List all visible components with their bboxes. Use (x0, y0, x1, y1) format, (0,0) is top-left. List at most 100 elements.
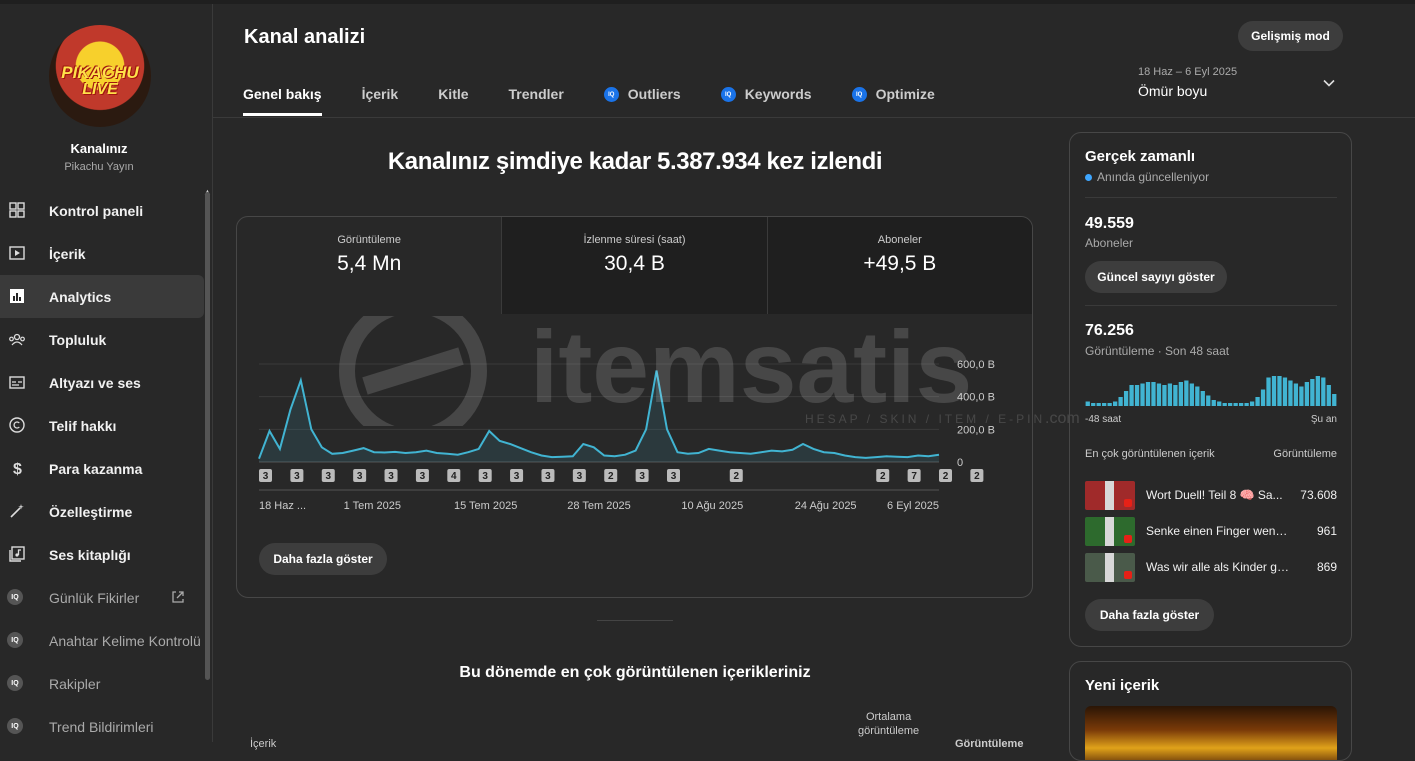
chevron-down-icon[interactable] (1322, 76, 1336, 90)
realtime-bar[interactable] (1238, 403, 1244, 406)
sidebar-item-analytics[interactable]: Analytics (0, 275, 204, 318)
upload-marker[interactable]: 2 (876, 469, 890, 482)
date-range[interactable]: 18 Haz – 6 Eyl 2025 (1138, 66, 1238, 78)
upload-marker[interactable]: 3 (478, 469, 492, 482)
top-content-row[interactable]: Was wir alle als Kinder ge... 869 (1085, 553, 1337, 583)
realtime-bar[interactable] (1332, 394, 1337, 406)
realtime-bar[interactable] (1228, 403, 1233, 406)
tab-optimize[interactable]: IQ Optimize (851, 86, 935, 118)
realtime-bar[interactable] (1326, 385, 1331, 406)
chart-series-line[interactable] (258, 370, 940, 460)
date-period-value[interactable]: Ömür boyu (1138, 83, 1208, 99)
realtime-bar[interactable] (1277, 376, 1282, 406)
sidebar-item-rakipler[interactable]: IQ Rakipler (0, 662, 205, 705)
sidebar-item-anahtar-kelime-kontrolü[interactable]: IQ Anahtar Kelime Kontrolü (0, 619, 205, 662)
sidebar-item-kontrol-paneli[interactable]: Kontrol paneli (0, 189, 205, 232)
show-more-button[interactable]: Daha fazla göster (259, 543, 387, 575)
realtime-bar[interactable] (1112, 401, 1118, 407)
realtime-bar[interactable] (1321, 377, 1326, 407)
advanced-mode-button[interactable]: Gelişmiş mod (1238, 21, 1343, 51)
realtime-bar[interactable] (1249, 401, 1255, 407)
sidebar-item-özelleştirme[interactable]: Özelleştirme (0, 490, 205, 533)
realtime-bar[interactable] (1211, 400, 1216, 406)
upload-marker[interactable]: 3 (321, 469, 335, 482)
table-header-avg-views[interactable]: Ortalama görüntüleme (858, 710, 919, 738)
sidebar-item-altyazı-ve-ses[interactable]: Altyazı ve ses (0, 361, 205, 404)
channel-avatar[interactable]: PIKACHU LIVE (49, 25, 151, 127)
upload-marker[interactable]: 3 (384, 469, 398, 482)
top-content-row[interactable]: Wort Duell! Teil 8 🧠 Sa... 73.608 (1085, 481, 1337, 511)
upload-marker[interactable]: 3 (259, 469, 272, 482)
realtime-bar[interactable] (1293, 383, 1299, 407)
realtime-bar[interactable] (1195, 386, 1200, 407)
upload-marker[interactable]: 3 (667, 469, 680, 482)
realtime-bar[interactable] (1282, 377, 1288, 407)
upload-marker[interactable]: 3 (541, 469, 555, 482)
realtime-bar[interactable] (1217, 401, 1222, 407)
realtime-bar[interactable] (1156, 383, 1162, 407)
realtime-bar[interactable] (1271, 376, 1277, 406)
realtime-bar[interactable] (1184, 380, 1189, 407)
upload-marker[interactable]: 3 (510, 469, 524, 482)
realtime-bar[interactable] (1085, 401, 1090, 407)
realtime-bar[interactable] (1107, 403, 1112, 406)
tab-kitle[interactable]: Kitle (438, 86, 468, 118)
realtime-bar-chart[interactable] (1085, 374, 1337, 406)
upload-marker[interactable]: 2 (939, 469, 952, 482)
table-header-views[interactable]: Görüntüleme (955, 738, 1024, 750)
realtime-bar[interactable] (1200, 391, 1205, 406)
realtime-bar[interactable] (1222, 403, 1227, 406)
sidebar-item-günlük-fikirler[interactable]: IQ Günlük Fikirler (0, 576, 205, 619)
show-current-count-button[interactable]: Güncel sayıyı göster (1085, 261, 1227, 293)
table-header-content[interactable]: İçerik (250, 738, 277, 750)
realtime-bar[interactable] (1266, 377, 1271, 407)
sidebar-item-telif-hakkı[interactable]: Telif hakkı (0, 404, 205, 447)
realtime-bar[interactable] (1167, 383, 1173, 407)
realtime-bar[interactable] (1260, 389, 1266, 407)
upload-marker[interactable]: 3 (415, 469, 429, 482)
realtime-bar[interactable] (1173, 385, 1178, 406)
realtime-bar[interactable] (1140, 383, 1145, 407)
metric-views[interactable]: Görüntüleme 5,4 Mn (237, 217, 503, 314)
realtime-bar[interactable] (1102, 403, 1107, 406)
sidebar-item-para-kazanma[interactable]: $ Para kazanma (0, 447, 205, 490)
realtime-bar[interactable] (1162, 385, 1167, 406)
tab-i-çerik[interactable]: İçerik (362, 86, 399, 118)
upload-marker[interactable]: 2 (970, 469, 984, 482)
realtime-bar[interactable] (1123, 391, 1129, 406)
upload-marker[interactable]: 3 (353, 469, 367, 482)
realtime-bar[interactable] (1206, 395, 1211, 407)
new-content-thumbnail[interactable] (1085, 706, 1337, 760)
sidebar-item-ses-kitaplığı[interactable]: Ses kitaplığı (0, 533, 205, 576)
metric-subscribers[interactable]: Aboneler +49,5 B (767, 217, 1032, 314)
upload-marker[interactable]: 3 (290, 469, 304, 482)
realtime-bar[interactable] (1134, 385, 1140, 406)
realtime-bar[interactable] (1244, 403, 1249, 406)
realtime-bar[interactable] (1118, 397, 1123, 406)
realtime-bar[interactable] (1189, 383, 1194, 407)
realtime-bar[interactable] (1299, 386, 1304, 407)
realtime-bar[interactable] (1304, 382, 1310, 406)
realtime-bar[interactable] (1178, 382, 1184, 406)
upload-marker[interactable]: 2 (729, 469, 743, 482)
views-line-chart[interactable]: 0 200,0 B 400,0 B 600,0 B 3 3 3 3 3 3 4 3 3 3 3 2 3 3 2 2 7 2… (237, 314, 1033, 534)
sidebar-item-topluluk[interactable]: Topluluk (0, 318, 205, 361)
upload-marker[interactable]: 3 (635, 469, 649, 482)
realtime-bar[interactable] (1255, 397, 1260, 406)
realtime-bar[interactable] (1310, 379, 1315, 406)
sidebar-item-trend-bildirimleri[interactable]: IQ Trend Bildirimleri (0, 705, 205, 748)
upload-marker[interactable]: 7 (907, 469, 921, 482)
sidebar-scrollbar[interactable] (205, 192, 210, 680)
realtime-bar[interactable] (1315, 376, 1320, 406)
realtime-bar[interactable] (1091, 403, 1096, 406)
realtime-bar[interactable] (1096, 403, 1101, 406)
realtime-bar[interactable] (1145, 382, 1151, 406)
tab-outliers[interactable]: IQ Outliers (603, 86, 681, 118)
upload-marker[interactable]: 2 (604, 469, 618, 482)
metric-watch-time[interactable]: İzlenme süresi (saat) 30,4 B (502, 217, 768, 314)
realtime-show-more-button[interactable]: Daha fazla göster (1085, 599, 1214, 631)
sidebar-item-i-çerik[interactable]: İçerik (0, 232, 205, 275)
upload-marker[interactable]: 4 (447, 469, 461, 482)
tab-genel-bakış[interactable]: Genel bakış (243, 86, 322, 118)
upload-marker[interactable]: 3 (572, 469, 586, 482)
